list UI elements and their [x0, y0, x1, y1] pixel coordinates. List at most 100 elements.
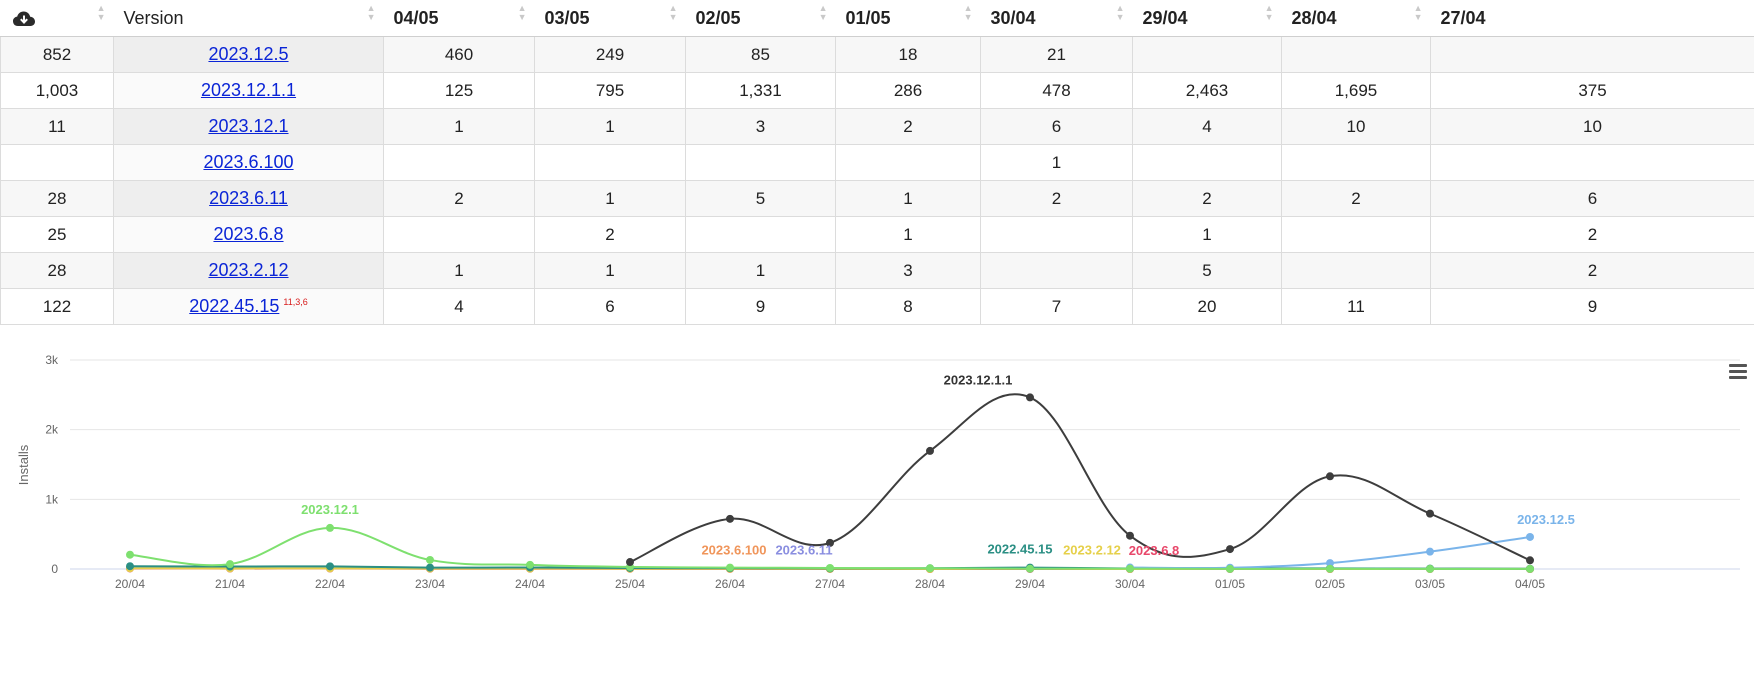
series-label: 2023.12.5 — [1517, 512, 1575, 527]
data-point[interactable] — [1326, 472, 1334, 481]
y-tick-label: 3k — [45, 353, 59, 367]
data-point[interactable] — [326, 562, 334, 571]
sort-icon[interactable]: ▲ ▼ — [818, 3, 828, 22]
data-point[interactable] — [1026, 564, 1034, 573]
data-point[interactable] — [1426, 547, 1434, 556]
column-header-date[interactable]: 01/05 ▲ ▼ — [835, 0, 981, 37]
y-tick-label: 1k — [45, 492, 59, 506]
data-point[interactable] — [926, 564, 934, 573]
sort-icon[interactable]: ▲ ▼ — [366, 3, 376, 22]
version-cell: 2023.2.12 — [113, 252, 384, 289]
data-point[interactable] — [826, 563, 834, 572]
data-point[interactable] — [1226, 564, 1234, 573]
count-cell: 1 — [534, 180, 686, 217]
count-cell: 249 — [534, 36, 686, 73]
table-header-row: ▲ ▼ Version ▲ ▼ 04/05 ▲ ▼ 03/05 ▲ ▼ 02/05 ▲ ▼ 01/… — [0, 0, 1754, 37]
count-cell: 2 — [1281, 180, 1431, 217]
data-point[interactable] — [126, 562, 134, 571]
series-label: 2023.12.1 — [301, 502, 359, 517]
count-cell — [1132, 144, 1282, 181]
data-point[interactable] — [1326, 559, 1334, 568]
sort-icon[interactable]: ▲ ▼ — [1115, 3, 1125, 22]
total-cell: 11 — [0, 108, 114, 145]
count-cell — [685, 144, 836, 181]
version-link[interactable]: 2023.12.1.1 — [200, 80, 297, 100]
x-tick-label: 27/04 — [815, 577, 845, 591]
version-link[interactable]: 2023.6.8 — [213, 224, 284, 244]
count-cell: 18 — [835, 36, 981, 73]
sort-icon[interactable]: ▲ ▼ — [1413, 3, 1423, 22]
data-point[interactable] — [1526, 532, 1534, 541]
column-header-date[interactable]: 28/04 ▲ ▼ — [1281, 0, 1431, 37]
data-point[interactable] — [1526, 556, 1534, 565]
data-point[interactable] — [226, 560, 234, 569]
cloud-download-icon[interactable] — [12, 10, 36, 28]
count-cell — [1430, 36, 1754, 73]
count-cell: 125 — [383, 72, 535, 109]
count-cell: 1,695 — [1281, 72, 1431, 109]
data-point[interactable] — [626, 558, 634, 567]
data-point[interactable] — [1326, 564, 1334, 573]
data-point[interactable] — [1426, 509, 1434, 518]
data-point[interactable] — [726, 563, 734, 572]
column-header-date[interactable]: 29/04 ▲ ▼ — [1132, 0, 1282, 37]
version-link[interactable]: 2023.6.11 — [209, 188, 288, 208]
sort-icon[interactable]: ▲ ▼ — [963, 3, 973, 22]
column-header-date[interactable]: 03/05 ▲ ▼ — [534, 0, 686, 37]
sort-icon[interactable]: ▲ ▼ — [668, 3, 678, 22]
count-cell — [980, 216, 1133, 253]
data-point[interactable] — [926, 446, 934, 455]
sort-icon[interactable]: ▲ ▼ — [96, 3, 106, 22]
count-cell: 478 — [980, 72, 1133, 109]
data-point[interactable] — [326, 523, 334, 532]
count-cell: 1 — [383, 108, 535, 145]
version-cell: 2022.45.15 11,3,6 — [113, 288, 384, 325]
column-header-date[interactable]: 27/04 — [1430, 0, 1754, 37]
data-point[interactable] — [1126, 531, 1134, 540]
x-tick-label: 03/05 — [1415, 577, 1445, 591]
series-line-2023.12.1.1 — [629, 393, 1531, 563]
count-cell: 1 — [685, 252, 836, 289]
data-point[interactable] — [1226, 545, 1234, 554]
sort-icon[interactable]: ▲ ▼ — [517, 3, 527, 22]
version-link[interactable]: 2023.12.5 — [208, 44, 289, 64]
count-cell: 3 — [835, 252, 981, 289]
column-header-date[interactable]: 02/05 ▲ ▼ — [685, 0, 836, 37]
hamburger-menu-icon[interactable] — [1729, 364, 1747, 382]
data-point[interactable] — [126, 550, 134, 559]
table-row: 28 2023.6.11 2 1 5 1 2 2 2 6 — [0, 180, 1754, 217]
column-header-date[interactable]: 30/04 ▲ ▼ — [980, 0, 1133, 37]
series-label: 2023.2.12 — [1063, 543, 1121, 558]
version-link[interactable]: 2023.2.12 — [208, 260, 289, 280]
count-cell: 2 — [383, 180, 535, 217]
version-link[interactable]: 2023.6.100 — [203, 152, 294, 172]
x-tick-label: 20/04 — [115, 577, 145, 591]
count-cell: 11 — [1281, 288, 1431, 325]
sort-icon[interactable]: ▲ ▼ — [1264, 3, 1274, 22]
count-cell — [1132, 36, 1282, 73]
data-point[interactable] — [826, 538, 834, 547]
data-point[interactable] — [526, 560, 534, 569]
data-point[interactable] — [426, 563, 434, 572]
data-point[interactable] — [1526, 564, 1534, 573]
column-header-date[interactable]: 04/05 ▲ ▼ — [383, 0, 535, 37]
count-cell: 1 — [835, 180, 981, 217]
data-point[interactable] — [726, 514, 734, 523]
data-point[interactable] — [1426, 564, 1434, 573]
x-tick-label: 24/04 — [515, 577, 545, 591]
column-header-version[interactable]: Version ▲ ▼ — [113, 0, 384, 37]
count-cell: 2 — [1430, 216, 1754, 253]
version-link[interactable]: 2022.45.15 — [189, 296, 280, 316]
total-cell: 28 — [0, 252, 114, 289]
count-cell: 286 — [835, 72, 981, 109]
count-cell: 2 — [980, 180, 1133, 217]
version-link[interactable]: 2023.12.1 — [208, 116, 289, 136]
data-point[interactable] — [1126, 564, 1134, 573]
download-column-header[interactable]: ▲ ▼ — [0, 0, 114, 37]
data-point[interactable] — [426, 555, 434, 564]
x-tick-label: 29/04 — [1015, 577, 1045, 591]
total-cell: 1,003 — [0, 72, 114, 109]
data-point[interactable] — [1026, 393, 1034, 402]
versions-table: ▲ ▼ Version ▲ ▼ 04/05 ▲ ▼ 03/05 ▲ ▼ 02/05 ▲ ▼ 01/… — [0, 0, 1754, 325]
count-cell: 2,463 — [1132, 72, 1282, 109]
